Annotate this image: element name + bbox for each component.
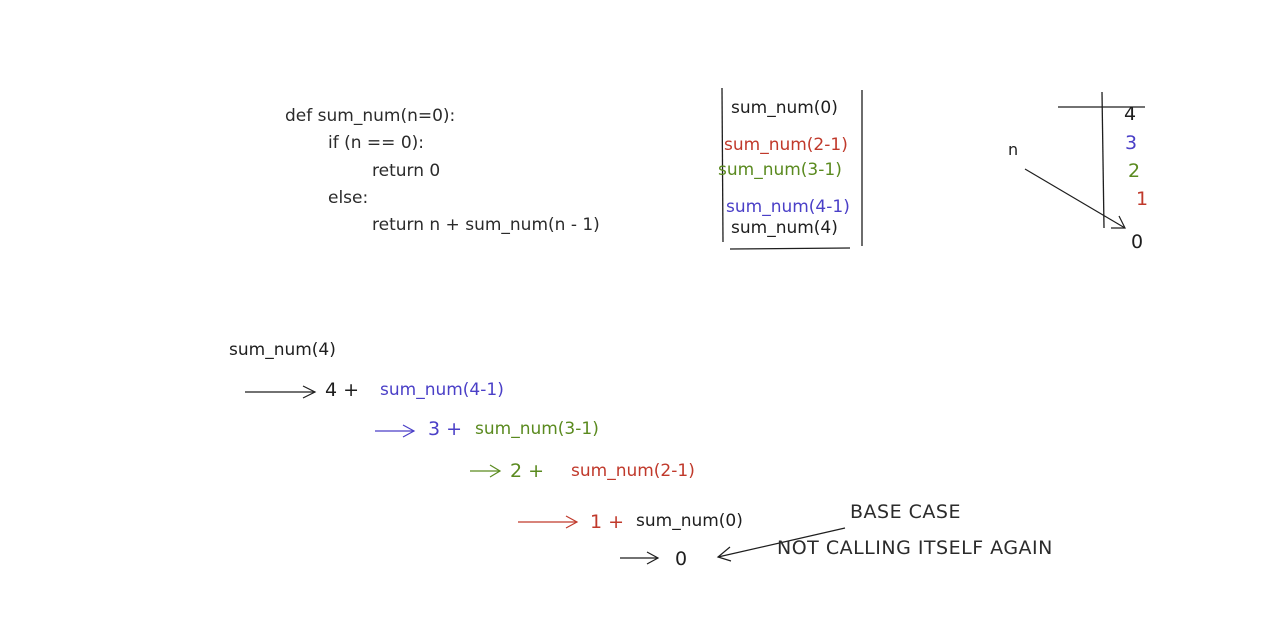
base-case-arrowhead	[716, 546, 732, 562]
arrow-result-head	[646, 551, 660, 565]
n-value: 2	[1128, 160, 1141, 182]
code-line-def: def sum_num(n=0):	[285, 106, 456, 126]
trace-result: 0	[675, 548, 688, 570]
annotation-base-case: BASE CASE	[850, 501, 961, 523]
code-line-if: if (n == 0):	[328, 133, 424, 153]
code-line-return-0: return 0	[372, 161, 441, 181]
n-value: 4	[1124, 103, 1137, 125]
arrow-step1-head	[302, 385, 317, 399]
trace-step3-call: sum_num(2-1)	[571, 461, 695, 481]
n-label: n	[1008, 140, 1019, 159]
base-case-arrow	[717, 527, 846, 558]
stack-frame: sum_num(4)	[731, 218, 838, 238]
n-table-vertical-line	[1101, 91, 1105, 229]
trace-step1-number: 4 +	[325, 379, 360, 401]
arrow-step3-head	[489, 464, 502, 478]
trace-step1-call: sum_num(4-1)	[380, 380, 504, 400]
trace-step2-call: sum_num(3-1)	[475, 419, 599, 439]
stack-left-border	[721, 87, 724, 243]
stack-bottom-border	[729, 247, 851, 250]
code-line-else: else:	[328, 188, 369, 208]
n-value: 3	[1125, 132, 1138, 154]
annotation-description: NOT CALLING ITSELF AGAIN	[777, 537, 1053, 559]
stack-frame: sum_num(2-1)	[724, 135, 848, 155]
stack-frame: sum_num(3-1)	[718, 160, 842, 180]
stack-frame: sum_num(0)	[731, 98, 838, 118]
trace-step3-number: 2 +	[510, 460, 545, 482]
n-value: 0	[1131, 231, 1144, 253]
n-pointer-arrowhead	[1111, 215, 1126, 229]
n-pointer-arrow	[1024, 168, 1126, 229]
arrow-step2-head	[402, 424, 416, 438]
arrow-step4-head	[565, 515, 579, 529]
stack-frame: sum_num(4-1)	[726, 197, 850, 217]
trace-step2-number: 3 +	[428, 418, 463, 440]
trace-initial-call: sum_num(4)	[229, 340, 336, 360]
n-value: 1	[1136, 188, 1149, 210]
code-line-return-recursive: return n + sum_num(n - 1)	[372, 215, 600, 235]
trace-step4-number: 1 +	[590, 511, 625, 533]
trace-step4-call: sum_num(0)	[636, 511, 743, 531]
